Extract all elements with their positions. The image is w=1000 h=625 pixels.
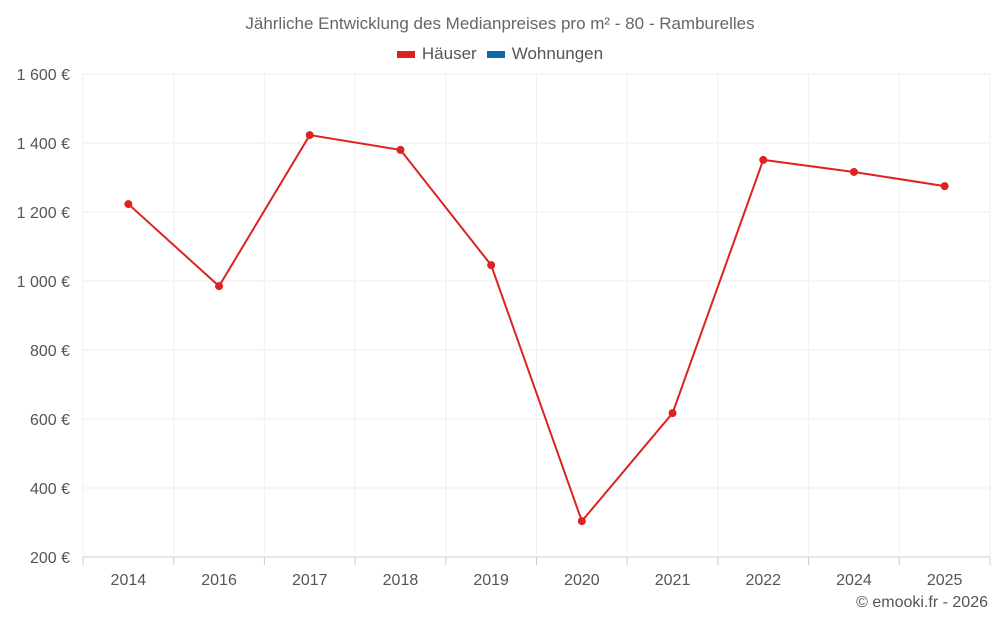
y-tick-label: 400 € <box>30 481 70 498</box>
legend-label: Häuser <box>421 44 477 63</box>
x-tick-label: 2018 <box>383 572 419 589</box>
legend: Häuser Wohnungen <box>0 44 1000 64</box>
x-tick-label: 2016 <box>201 572 237 589</box>
x-tick-label: 2017 <box>292 572 328 589</box>
data-point <box>305 131 314 140</box>
copyright-credit: © emooki.fr - 2026 <box>856 594 988 611</box>
y-tick-label: 1 200 € <box>17 205 70 222</box>
x-tick-label: 2021 <box>655 572 691 589</box>
data-point <box>215 282 224 291</box>
chart-title: Jährliche Entwicklung des Medianpreises … <box>245 14 755 33</box>
x-tick-label: 2014 <box>111 572 147 589</box>
x-tick-label: 2024 <box>836 572 872 589</box>
legend-item-wohnungen[interactable]: Wohnungen <box>486 44 604 64</box>
data-point <box>940 182 949 191</box>
data-point <box>849 167 858 176</box>
series-line-häuser <box>127 133 945 524</box>
legend-label: Wohnungen <box>511 44 604 63</box>
y-tick-label: 1 600 € <box>17 67 70 84</box>
data-point <box>487 261 496 270</box>
y-tick-label: 600 € <box>30 412 70 429</box>
data-point <box>577 517 586 526</box>
legend-swatch-haeuser <box>396 50 415 58</box>
y-tick-label: 1 400 € <box>17 136 70 153</box>
y-tick-label: 200 € <box>30 550 70 567</box>
x-tick-label: 2022 <box>745 572 781 589</box>
data-point <box>396 145 405 154</box>
x-tick-label: 2019 <box>473 572 509 589</box>
data-point <box>124 200 133 209</box>
data-point <box>668 409 677 418</box>
y-tick-label: 1 000 € <box>17 274 70 291</box>
x-tick-label: 2020 <box>564 572 600 589</box>
x-tick-label: 2025 <box>927 572 963 589</box>
legend-swatch-wohnungen <box>486 50 505 58</box>
legend-item-haeuser[interactable]: Häuser <box>396 44 477 64</box>
y-tick-label: 800 € <box>30 343 70 360</box>
data-point <box>759 155 768 164</box>
